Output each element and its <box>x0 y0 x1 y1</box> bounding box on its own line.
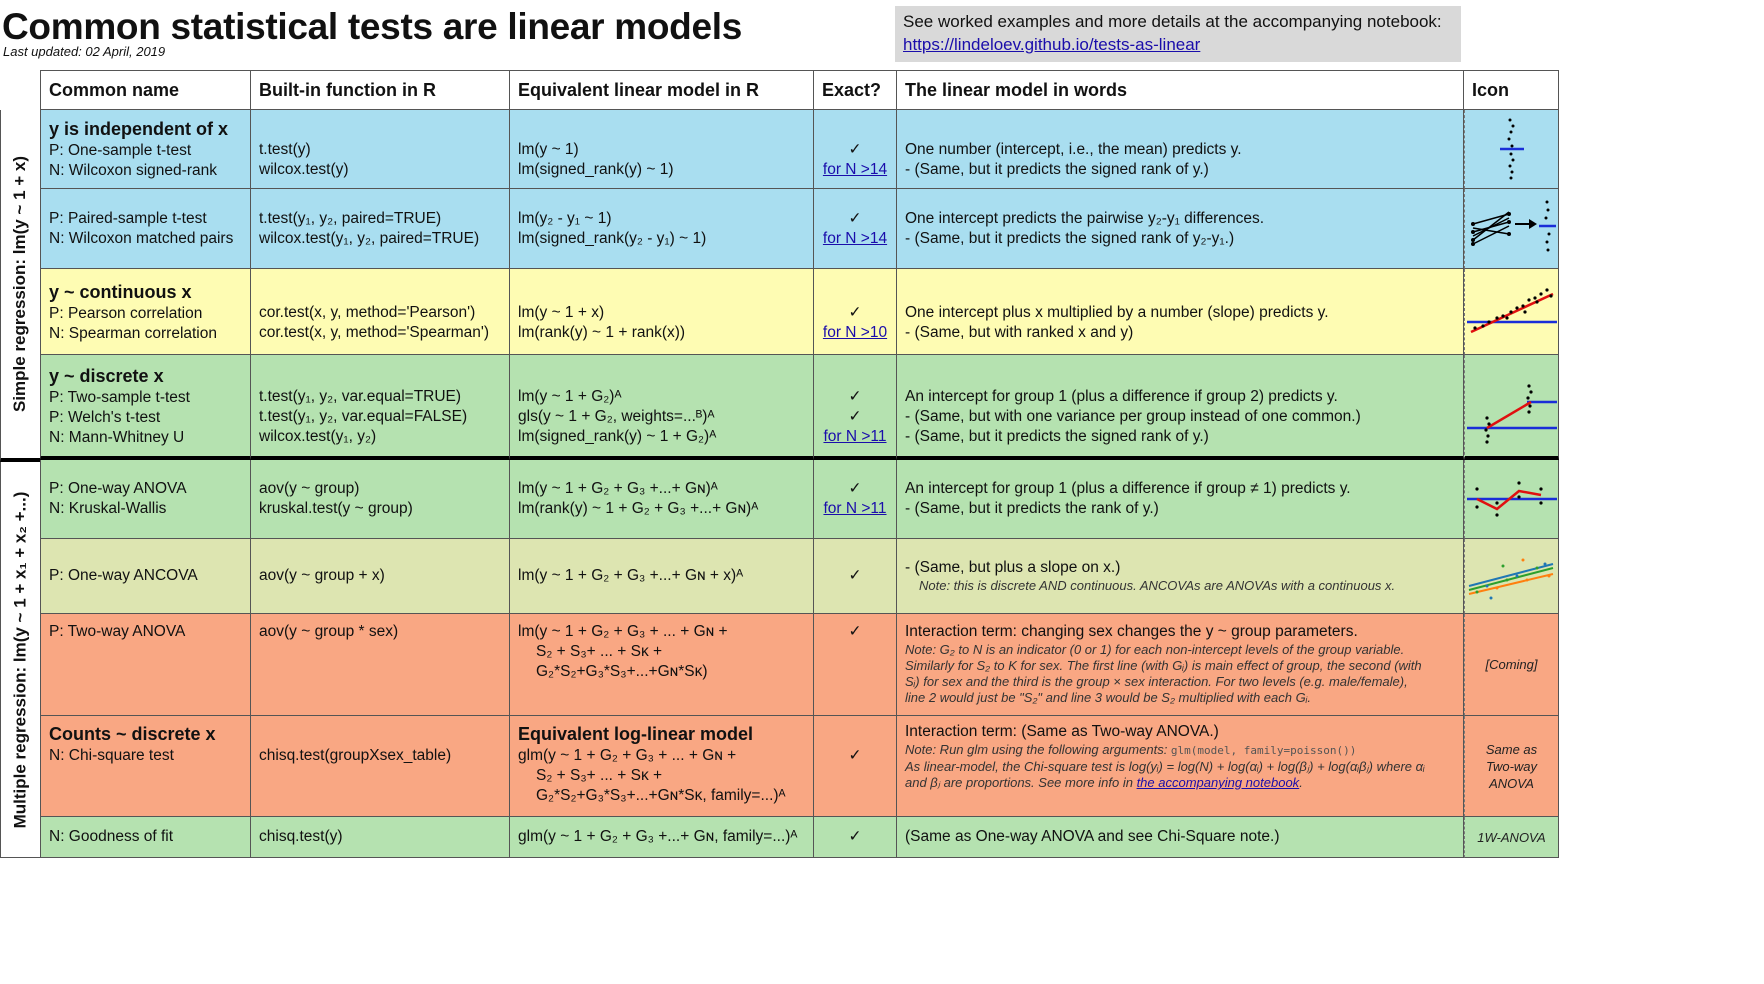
row9-function: chisq.test(y) <box>251 817 510 858</box>
row4-exact: ✓ ✓ for N >11 <box>814 355 897 460</box>
row1-model: lm(y ~ 1) lm(signed_rank(y) ~ 1) <box>510 110 814 189</box>
row9-common-name: N: Goodness of fit <box>40 817 251 858</box>
anova-icon <box>1464 460 1559 539</box>
row1-function: t.test(y) wilcox.test(y) <box>251 110 510 189</box>
exact-link[interactable]: for N >14 <box>822 161 888 178</box>
row6-model: lm(y ~ 1 + G₂ + G₃ +...+ Gɴ + x)ᴬ <box>510 539 814 614</box>
row1-common-name: y is independent of x P: One-sample t-te… <box>40 110 251 189</box>
row5-common-name: P: One-way ANOVA N: Kruskal-Wallis <box>40 460 251 539</box>
ancova-icon <box>1464 539 1559 614</box>
row9-words: (Same as One-way ANOVA and see Chi-Squar… <box>897 817 1464 858</box>
page-title: Common statistical tests are linear mode… <box>2 6 742 47</box>
row8-words: Interaction term: (Same as Two-way ANOVA… <box>897 716 1464 817</box>
row3-exact: ✓ for N >10 <box>814 269 897 355</box>
row4-words: An intercept for group 1 (plus a differe… <box>897 355 1464 460</box>
notebook-note: See worked examples and more details at … <box>895 6 1461 62</box>
row2-model: lm(y₂ - y₁ ~ 1) lm(signed_rank(y₂ - y₁) ~… <box>510 189 814 269</box>
row1-words: One number (intercept, i.e., the mean) p… <box>897 110 1464 189</box>
exact-link[interactable]: for N >11 <box>823 427 887 445</box>
row3-function: cor.test(x, y, method='Pearson') cor.test… <box>251 269 510 355</box>
correlation-icon <box>1464 269 1559 355</box>
row4-function: t.test(y₁, y₂, var.equal=TRUE) t.test(y₁,… <box>251 355 510 460</box>
row5-words: An intercept for group 1 (plus a differe… <box>897 460 1464 539</box>
row7-model: lm(y ~ 1 + G₂ + G₃ + ... + Gɴ + S₂ + S₃+… <box>510 614 814 716</box>
row6-exact: ✓ <box>814 539 897 614</box>
row7-words: Interaction term: changing sex changes t… <box>897 614 1464 716</box>
col-header-linear-model: Equivalent linear model in R <box>510 70 814 110</box>
tests-table: Common name Built-in function in R Equiv… <box>40 70 1559 858</box>
row6-function: aov(y ~ group + x) <box>251 539 510 614</box>
exact-link[interactable]: for N >14 <box>822 229 888 247</box>
row4-common-name: y ~ discrete x P: Two-sample t-test P: We… <box>40 355 251 460</box>
row8-exact: ✓ <box>814 716 897 817</box>
row1-exact: ✓ for N >14 <box>814 110 897 189</box>
row9-model: glm(y ~ 1 + G₂ + G₃ +...+ Gɴ, family=...… <box>510 817 814 858</box>
row2-function: t.test(y₁, y₂, paired=TRUE) wilcox.test(y… <box>251 189 510 269</box>
exact-link[interactable]: for N >10 <box>822 323 888 341</box>
row8-model: Equivalent log-linear model glm(y ~ 1 + … <box>510 716 814 817</box>
row5-exact: ✓ for N >11 <box>814 460 897 539</box>
paired-samples-icon <box>1464 189 1559 269</box>
row2-exact: ✓ for N >14 <box>814 189 897 269</box>
col-header-function: Built-in function in R <box>251 70 510 110</box>
row3-words: One intercept plus x multiplied by a num… <box>897 269 1464 355</box>
row6-common-name: P: One-way ANCOVA <box>40 539 251 614</box>
row2-words: One intercept predicts the pairwise y₂-y… <box>897 189 1464 269</box>
row8-common-name: Counts ~ discrete x N: Chi-square test <box>40 716 251 817</box>
row8-function: chisq.test(groupXsex_table) <box>251 716 510 817</box>
row4-model: lm(y ~ 1 + G₂)ᴬ gls(y ~ 1 + G₂, weights=.… <box>510 355 814 460</box>
row3-common-name: y ~ continuous x P: Pearson correlation N… <box>40 269 251 355</box>
row7-icon: [Coming] <box>1464 614 1559 716</box>
row7-function: aov(y ~ group * sex) <box>251 614 510 716</box>
notebook-link[interactable]: https://lindeloev.github.io/tests-as-lin… <box>903 35 1201 54</box>
row2-common-name: P: Paired-sample t-test N: Wilcoxon match… <box>40 189 251 269</box>
notebook-note-text: See worked examples and more details at … <box>903 12 1442 31</box>
row3-model: lm(y ~ 1 + x) lm(rank(y) ~ 1 + rank(x)) <box>510 269 814 355</box>
col-header-icon: Icon <box>1464 70 1559 110</box>
row5-function: aov(y ~ group) kruskal.test(y ~ group) <box>251 460 510 539</box>
exact-link[interactable]: for N >11 <box>823 500 887 517</box>
row8-icon: Same as Two-way ANOVA <box>1464 716 1559 817</box>
row9-exact: ✓ <box>814 817 897 858</box>
notebook-link-small[interactable]: the accompanying notebook <box>1136 775 1300 790</box>
multiple-regression-label: Multiple regression: lm(y ~ 1 + x₁ + x₂ … <box>0 462 40 858</box>
row7-common-name: P: Two-way ANOVA <box>40 614 251 716</box>
col-header-words: The linear model in words <box>897 70 1464 110</box>
col-header-exact: Exact? <box>814 70 897 110</box>
col-header-common-name: Common name <box>40 70 251 110</box>
one-sample-icon <box>1464 110 1559 189</box>
row9-icon: 1W-ANOVA <box>1464 817 1559 858</box>
row7-exact: ✓ <box>814 614 897 716</box>
row6-words: - (Same, but plus a slope on x.) Note: t… <box>897 539 1464 614</box>
simple-regression-label: Simple regression: lm(y ~ 1 + x) <box>0 110 40 462</box>
last-updated: Last updated: 02 April, 2019 <box>3 44 166 59</box>
row5-model: lm(y ~ 1 + G₂ + G₃ +...+ Gɴ)ᴬ lm(rank(y) … <box>510 460 814 539</box>
two-sample-icon <box>1464 355 1559 460</box>
